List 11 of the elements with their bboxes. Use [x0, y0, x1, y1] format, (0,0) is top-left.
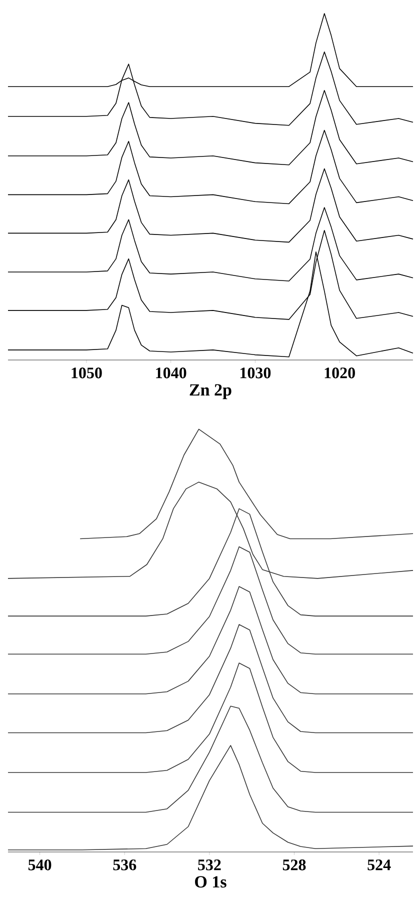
- x-tick-label: 1020: [324, 368, 355, 378]
- x-tick-label: 1040: [156, 368, 186, 378]
- x-tick-label: 528: [282, 860, 306, 870]
- x-axis-title: O 1s: [195, 876, 226, 888]
- x-axis-title: Zn 2p: [190, 384, 232, 400]
- x-tick-label: 1030: [240, 368, 271, 378]
- x-tick-label: 536: [113, 860, 136, 870]
- x-tick-label: 540: [28, 860, 52, 870]
- x-tick-label: 524: [368, 860, 391, 870]
- x-tick-label: 1050: [72, 368, 102, 378]
- x-tick-label: 532: [198, 860, 221, 870]
